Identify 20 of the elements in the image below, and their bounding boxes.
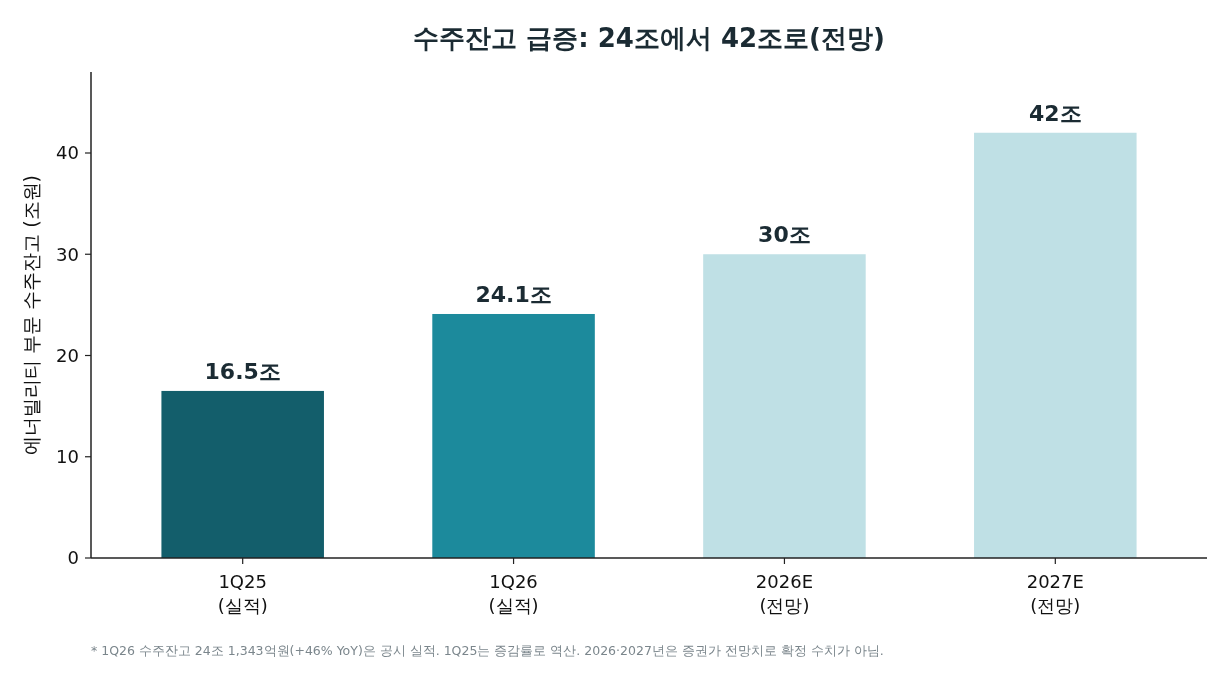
chart-title: 수주잔고 급증: 24조에서 42조로(전망): [413, 23, 885, 53]
y-tick-label: 20: [56, 344, 79, 366]
y-tick-label: 30: [56, 243, 79, 265]
bar: [974, 132, 1137, 558]
y-tick-label: 40: [56, 142, 79, 164]
x-tick-label: 1Q26 (실적): [488, 571, 539, 616]
text: * 1Q26 수주잔고 24조 1,343억원(+46% YoY)은 공시 실적. 1Q25는 증감률로 역산. 2026·2027년은 증권가 전망치로 확정 수치가 아님.: [91, 643, 884, 658]
data-label: 16.5조: [204, 358, 281, 384]
y-tick-label: 10: [56, 446, 79, 468]
data-label: 24.1조: [475, 281, 552, 307]
bar: [703, 254, 866, 558]
bar: [161, 390, 324, 558]
y-axis-title: 에너빌리티 부문 수주잔고 (조원): [20, 175, 42, 455]
x-tick-label: 2026E (전망): [755, 571, 814, 616]
x-tick-label: 1Q25 (실적): [217, 571, 268, 616]
y-tick-label: 0: [67, 547, 79, 569]
data-label: 42조: [1029, 100, 1082, 126]
x-tick-label: 2027E (전망): [1026, 571, 1084, 616]
bar: [432, 313, 595, 558]
data-label: 30조: [758, 222, 811, 248]
